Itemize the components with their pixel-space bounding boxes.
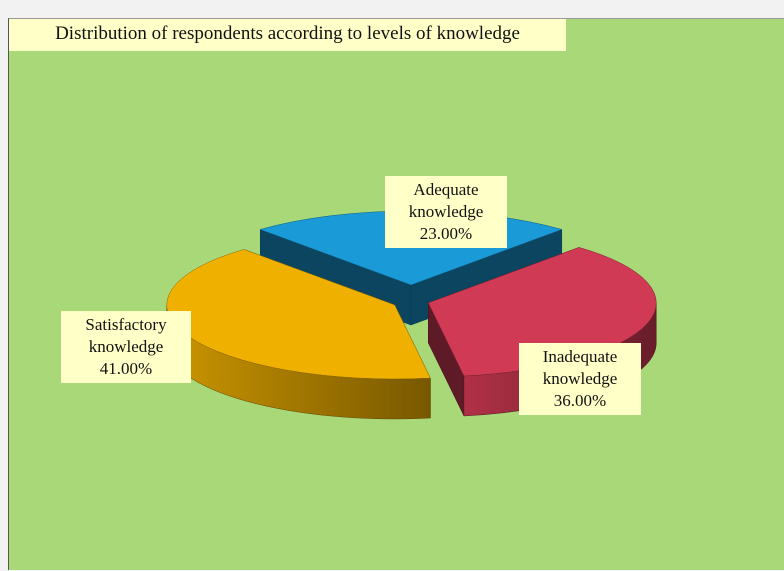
chart-title: Distribution of respondents according to… xyxy=(9,19,566,51)
category-label: Satisfactory knowledge xyxy=(85,315,167,356)
data-label: Inadequate knowledge 36.00% xyxy=(519,343,641,415)
value-label: 36.00% xyxy=(553,391,607,410)
value-label: 41.00% xyxy=(99,359,153,378)
data-label: Satisfactory knowledge 41.00% xyxy=(61,311,191,383)
pie-chart xyxy=(166,210,657,420)
pie-slice xyxy=(166,249,431,420)
chart-area: Distribution of respondents according to… xyxy=(8,18,784,570)
value-label: 23.00% xyxy=(419,224,473,243)
data-label: Adequate knowledge 23.00% xyxy=(385,176,507,248)
category-label: Inadequate knowledge xyxy=(542,347,618,388)
category-label: Adequate knowledge xyxy=(408,180,484,221)
